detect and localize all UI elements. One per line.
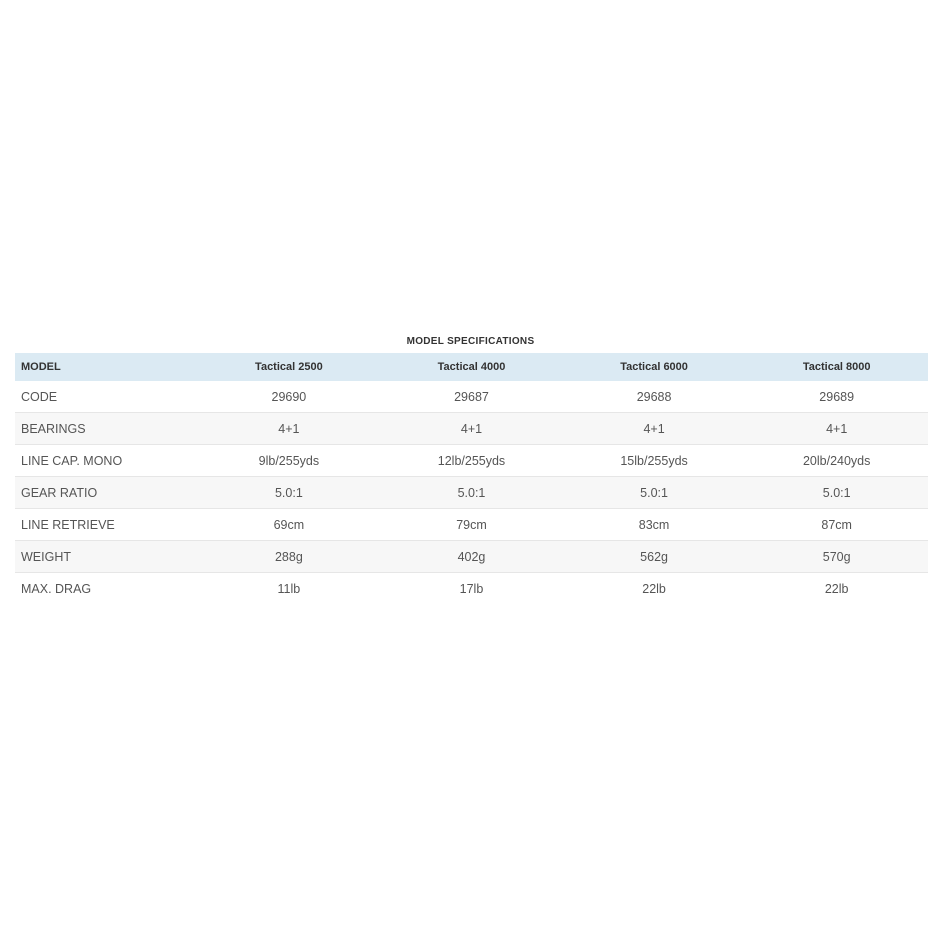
table-row: GEAR RATIO 5.0:1 5.0:1 5.0:1 5.0:1	[15, 476, 928, 509]
table-cell: 12lb/255yds	[380, 444, 563, 477]
table-cell: 288g	[197, 540, 381, 573]
specifications-table: MODEL Tactical 2500 Tactical 4000 Tactic…	[15, 353, 928, 604]
table-cell: 4+1	[197, 412, 381, 445]
table-cell: 20lb/240yds	[745, 444, 928, 477]
table-cell: 83cm	[562, 508, 746, 541]
row-label: GEAR RATIO	[15, 476, 198, 509]
row-label: BEARINGS	[15, 412, 198, 445]
table-cell: 22lb	[642, 581, 666, 596]
row-label: CODE	[15, 381, 198, 413]
header-cell: Tactical 2500	[197, 353, 381, 381]
table-cell: 4+1	[380, 412, 563, 445]
table-row: MAX. DRAG 11lb 17lb 22lb 22lb	[15, 573, 928, 605]
row-label: MAX. DRAG	[21, 581, 92, 596]
table-row: LINE CAP. MONO 9lb/255yds 12lb/255yds 15lb/…	[15, 444, 928, 477]
row-label: LINE RETRIEVE	[15, 508, 198, 541]
header-cell: MODEL	[15, 353, 198, 381]
table-cell: 79cm	[380, 508, 563, 541]
table-row: CODE 29690 29687 29688 29689	[15, 381, 928, 413]
row-label: WEIGHT	[15, 540, 198, 573]
table-cell: 29687	[380, 381, 563, 413]
table-cell: 9lb/255yds	[197, 444, 381, 477]
table-cell: 402g	[380, 540, 563, 573]
table-cell: 5.0:1	[197, 476, 381, 509]
table-row: BEARINGS 4+1 4+1 4+1 4+1	[15, 412, 928, 445]
table-cell: 87cm	[745, 508, 928, 541]
table-cell: 5.0:1	[562, 476, 746, 509]
table-title: MODEL SPECIFICATIONS	[406, 336, 535, 347]
table-row: LINE RETRIEVE 69cm 79cm 83cm 87cm	[15, 508, 928, 541]
table-cell: 11lb	[277, 581, 301, 596]
row-label: LINE CAP. MONO	[15, 444, 198, 477]
table-cell: 15lb/255yds	[562, 444, 746, 477]
header-cell: Tactical 4000	[380, 353, 563, 381]
table-cell: 4+1	[745, 412, 928, 445]
table-cell: 69cm	[197, 508, 381, 541]
header-cell: Tactical 8000	[745, 353, 928, 381]
table-cell: 29689	[745, 381, 928, 413]
table-cell: 29690	[197, 381, 381, 413]
table-cell: 5.0:1	[745, 476, 928, 509]
table-cell: 29688	[562, 381, 746, 413]
table-cell: 570g	[745, 540, 928, 573]
table-row: WEIGHT 288g 402g 562g 570g	[15, 540, 928, 573]
table-cell: 5.0:1	[380, 476, 563, 509]
header-cell: Tactical 6000	[562, 353, 746, 381]
table-cell: 562g	[562, 540, 746, 573]
table-cell: 17lb	[459, 581, 484, 596]
table-cell: 22lb	[824, 581, 849, 596]
header-row: MODEL Tactical 2500 Tactical 4000 Tactic…	[15, 353, 928, 381]
table-cell: 4+1	[562, 412, 746, 445]
